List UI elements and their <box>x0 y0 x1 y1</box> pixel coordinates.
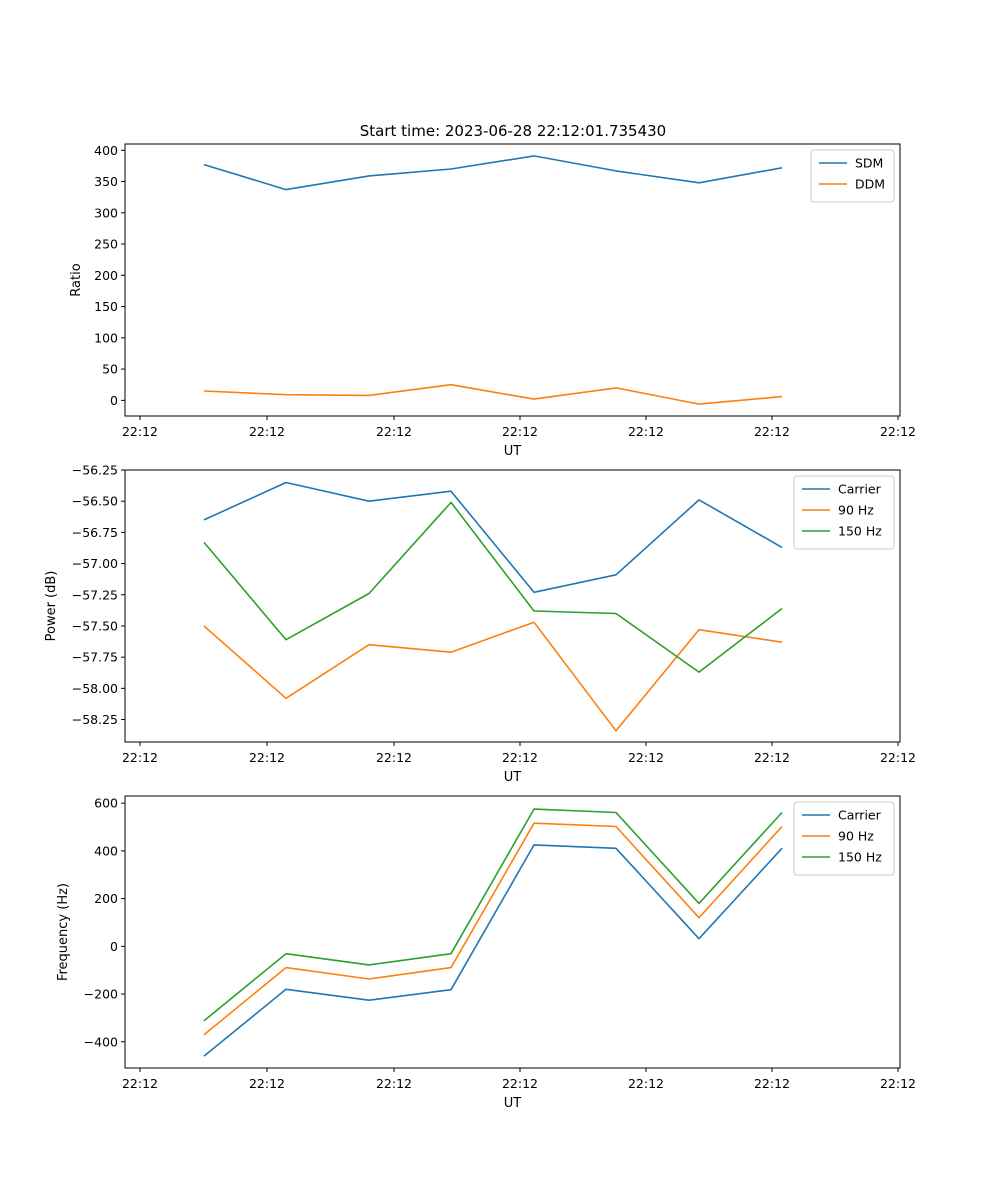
y-tick-label: 0 <box>110 393 118 408</box>
axes-frame <box>124 469 901 743</box>
figure-title: Start time: 2023-06-28 22:12:01.735430 <box>360 122 666 140</box>
x-tick-label: 22:12 <box>880 424 916 439</box>
x-tick-label: 22:12 <box>628 750 664 765</box>
x-tick-label: 22:12 <box>502 424 538 439</box>
y-axis-label: Ratio <box>69 263 84 296</box>
legend: SDM DDM <box>810 149 895 203</box>
series-line-carrier <box>203 844 783 1057</box>
legend-label: DDM <box>855 177 885 192</box>
y-tick-label: 600 <box>94 796 118 811</box>
x-tick-label: 22:12 <box>376 424 412 439</box>
legend: Carrier 90 Hz 150 Hz <box>793 801 895 876</box>
series-line-sdm <box>203 155 783 191</box>
y-axis-label: Frequency (Hz) <box>56 883 71 981</box>
x-tick-label: 22:12 <box>122 1076 158 1091</box>
x-tick-label: 22:12 <box>122 750 158 765</box>
x-tick-label: 22:12 <box>249 1076 285 1091</box>
y-tick-label: 100 <box>94 330 118 345</box>
x-tick-label: 22:12 <box>376 750 412 765</box>
y-tick-label: 200 <box>94 268 118 283</box>
y-tick-label: 250 <box>94 237 118 252</box>
x-tick-label: 22:12 <box>122 424 158 439</box>
y-tick-label: 350 <box>94 174 118 189</box>
series-line-90-hz <box>203 822 783 1036</box>
y-tick-label: −56.75 <box>72 525 118 540</box>
x-tick-label: 22:12 <box>880 1076 916 1091</box>
x-tick-label: 22:12 <box>628 424 664 439</box>
ratio-panel: 400 350 300 250 200 150 100 50 0 22:12 22:12 22:12 2… <box>69 143 916 459</box>
y-tick-label: 200 <box>94 891 118 906</box>
axes-frame <box>124 795 901 1069</box>
legend-label: 90 Hz <box>838 503 874 518</box>
series-line-carrier <box>203 481 783 594</box>
x-tick-label: 22:12 <box>249 750 285 765</box>
frequency-panel: 600 400 200 0 −200 −400 22:12 22:12 22:12 22:12 22… <box>56 795 916 1111</box>
legend-label: 90 Hz <box>838 829 874 844</box>
legend: Carrier 90 Hz 150 Hz <box>793 475 895 550</box>
y-tick-label: 400 <box>94 143 118 158</box>
y-tick-label: −56.50 <box>72 494 118 509</box>
x-tick-label: 22:12 <box>376 1076 412 1091</box>
y-tick-label: −57.75 <box>72 650 118 665</box>
y-tick-label: 0 <box>110 939 118 954</box>
y-tick-label: 400 <box>94 843 118 858</box>
y-tick-label: −57.25 <box>72 587 118 602</box>
x-tick-label: 22:12 <box>754 1076 790 1091</box>
x-axis-label: UT <box>504 1096 522 1111</box>
y-tick-label: −200 <box>84 987 118 1002</box>
x-tick-label: 22:12 <box>502 1076 538 1091</box>
power-panel: −56.25 −56.50 −56.75 −57.00 −57.25 −57.50 −57.… <box>44 463 916 786</box>
x-tick-label: 22:12 <box>754 424 790 439</box>
axes-frame <box>124 143 901 417</box>
x-tick-label: 22:12 <box>502 750 538 765</box>
x-tick-label: 22:12 <box>754 750 790 765</box>
x-tick-label: 22:12 <box>249 424 285 439</box>
y-tick-label: 50 <box>102 362 118 377</box>
legend-label: Carrier <box>838 808 882 823</box>
x-tick-label: 22:12 <box>628 1076 664 1091</box>
series-line-150-hz <box>203 808 783 1022</box>
legend-label: SDM <box>855 156 883 171</box>
series-line-ddm <box>203 383 783 405</box>
y-axis-label: Power (dB) <box>44 571 59 642</box>
legend-label: Carrier <box>838 482 882 497</box>
y-tick-label: 150 <box>94 299 118 314</box>
y-tick-label: −58.25 <box>72 712 118 727</box>
x-axis-label: UT <box>504 770 522 785</box>
x-tick-label: 22:12 <box>880 750 916 765</box>
y-tick-label: −57.50 <box>72 618 118 633</box>
y-tick-label: −58.00 <box>72 681 118 696</box>
legend-label: 150 Hz <box>838 524 882 539</box>
legend-label: 150 Hz <box>838 850 882 865</box>
y-tick-label: −57.00 <box>72 556 118 571</box>
series-line-90-hz <box>203 621 783 732</box>
y-tick-label: −56.25 <box>72 463 118 478</box>
y-tick-label: 300 <box>94 205 118 220</box>
x-axis-label: UT <box>504 444 522 459</box>
y-tick-label: −400 <box>84 1034 118 1049</box>
series-line-150-hz <box>203 501 783 673</box>
